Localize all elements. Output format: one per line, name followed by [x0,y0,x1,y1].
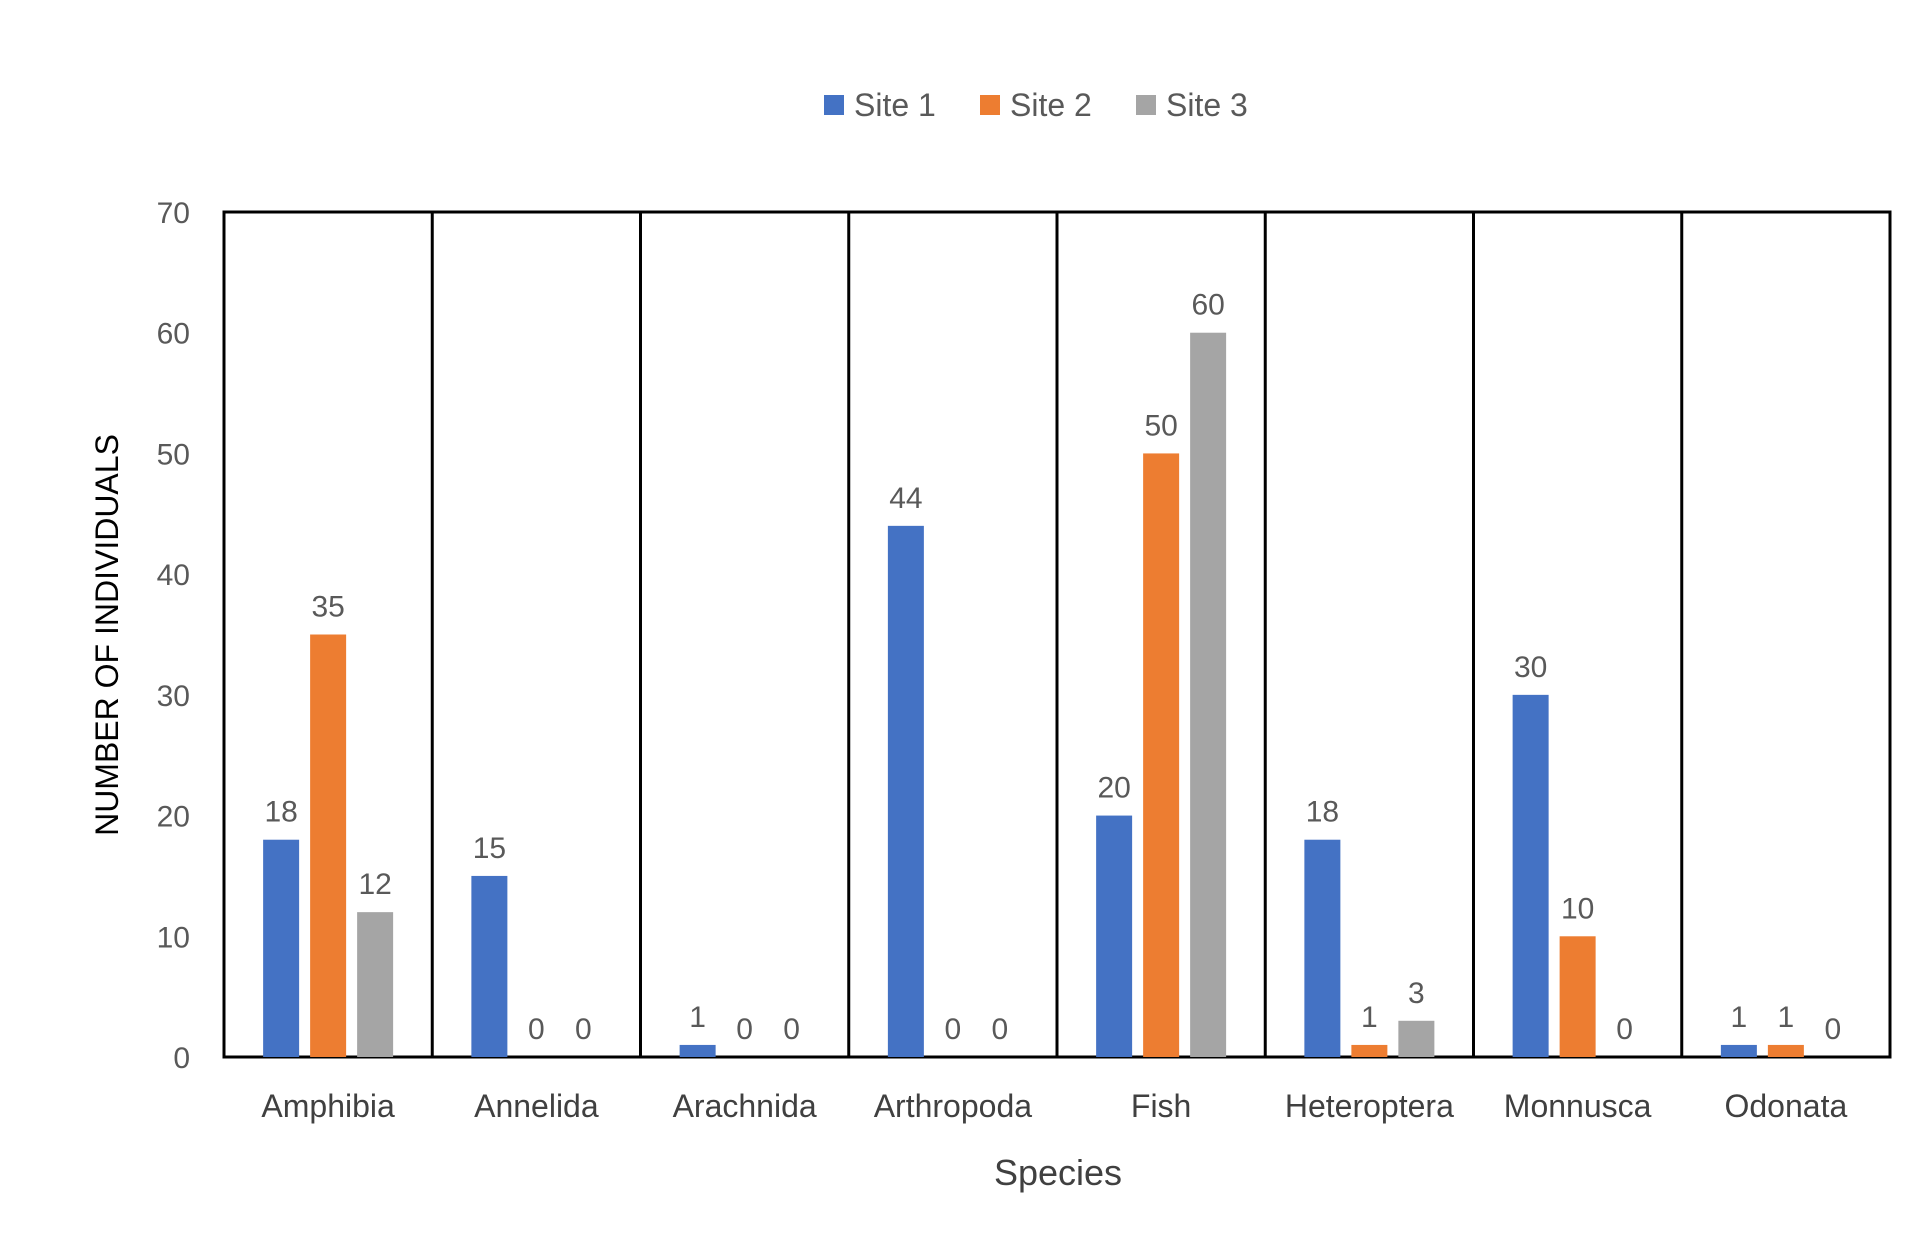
data-label: 1 [1778,1001,1795,1034]
legend-item: Site 2 [980,87,1092,123]
y-tick-label: 50 [157,438,190,471]
data-label: 12 [358,868,391,901]
legend-item: Site 1 [824,87,936,123]
bar-site-2 [1351,1044,1388,1057]
bar-site-1 [471,875,508,1057]
data-label: 1 [689,1001,706,1034]
data-label: 50 [1144,409,1177,442]
legend-label: Site 2 [1010,87,1092,123]
data-label: 10 [1561,892,1594,925]
x-tick-label: Amphibia [261,1088,395,1124]
data-label: 0 [1616,1013,1633,1046]
bar-site-3 [1190,332,1227,1057]
chart-legend: Site 1 Site 2 Site 3 [824,87,1248,123]
y-tick-label: 30 [157,680,190,713]
x-tick-label: Heteroptera [1285,1088,1454,1124]
x-tick-label: Odonata [1724,1088,1847,1124]
bar-site-2 [1143,453,1180,1057]
bar-site-1 [1512,694,1549,1057]
bar-site-3 [357,912,394,1057]
bar-site-1 [679,1044,716,1057]
y-tick-label: 60 [157,318,190,351]
legend-swatch [824,95,844,115]
bar-site-2 [1767,1044,1804,1057]
x-tick-label: Monnusca [1504,1088,1652,1124]
data-label: 1 [1361,1001,1378,1034]
y-tick-label: 20 [157,801,190,834]
x-tick-label: Arachnida [673,1088,817,1124]
bar-site-1 [1720,1044,1757,1057]
data-label: 35 [311,591,344,624]
x-axis-ticks: Amphibia Annelida Arachnida Arthropoda Fish H… [261,1088,1847,1124]
legend-item: Site 3 [1136,87,1248,123]
bar-site-1 [1304,839,1341,1057]
y-tick-label: 10 [157,921,190,954]
y-tick-label: 0 [173,1042,190,1075]
data-label: 0 [528,1013,545,1046]
data-label: 20 [1097,772,1130,805]
x-tick-label: Annelida [474,1088,599,1124]
bar-site-2 [310,634,347,1057]
y-tick-label: 40 [157,559,190,592]
data-label: 0 [575,1013,592,1046]
data-label: 0 [992,1013,1009,1046]
legend-label: Site 3 [1166,87,1248,123]
x-tick-label: Fish [1131,1088,1191,1124]
bar-site-1 [887,525,924,1057]
bar-site-1 [263,839,300,1057]
bar-site-3 [1398,1020,1435,1057]
data-label: 1 [1731,1001,1748,1034]
y-axis-label: NUMBER OF INDIVIDUALS [89,434,125,836]
data-label: 0 [1825,1013,1842,1046]
legend-label: Site 1 [854,87,936,123]
data-label: 15 [473,832,506,865]
data-label: 0 [783,1013,800,1046]
bar-site-2 [1559,936,1596,1057]
data-label: 18 [264,796,297,829]
data-label: 18 [1306,796,1339,829]
bar-site-1 [1096,815,1133,1057]
data-label: 3 [1408,977,1425,1010]
legend-swatch [980,95,1000,115]
data-label: 0 [736,1013,753,1046]
legend-swatch [1136,95,1156,115]
y-axis-ticks: 0 10 20 30 40 50 60 70 [157,197,190,1075]
data-label: 44 [889,482,922,515]
data-label: 0 [945,1013,962,1046]
x-axis-label: Species [994,1152,1122,1193]
data-label: 30 [1514,651,1547,684]
y-tick-label: 70 [157,197,190,230]
data-label: 60 [1191,289,1224,322]
x-tick-label: Arthropoda [874,1088,1033,1124]
